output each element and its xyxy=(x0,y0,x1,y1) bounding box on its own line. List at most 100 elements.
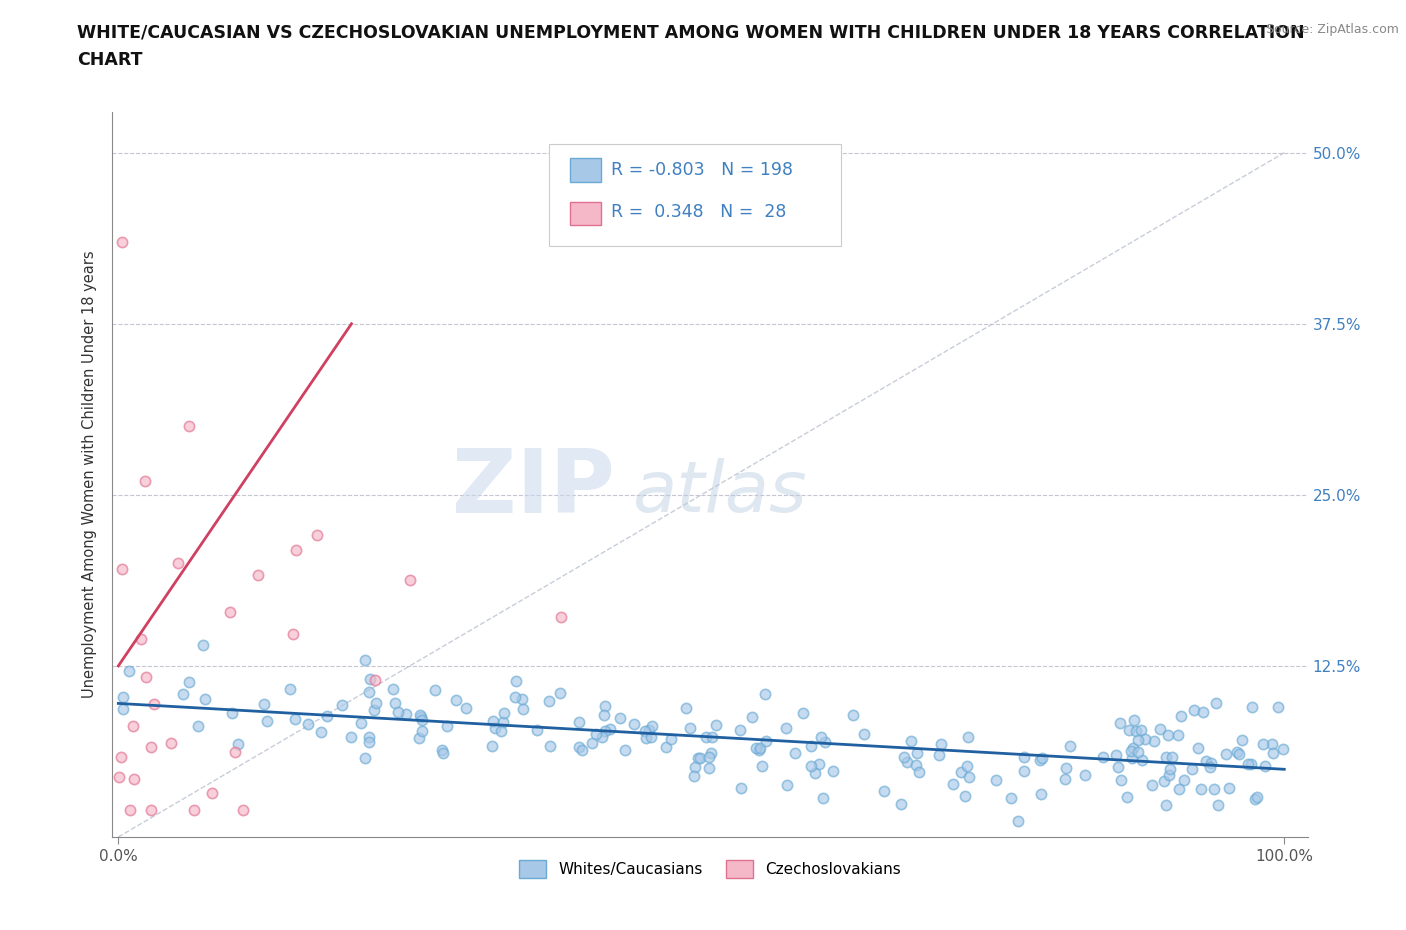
Point xyxy=(655,739,678,754)
Point xyxy=(1133,732,1156,747)
Point xyxy=(139,739,162,754)
Point xyxy=(1198,760,1220,775)
Point xyxy=(354,653,377,668)
Point xyxy=(1012,750,1035,764)
Point xyxy=(247,567,270,582)
FancyBboxPatch shape xyxy=(548,144,842,246)
Text: ZIP: ZIP xyxy=(451,445,614,532)
Point xyxy=(1167,727,1189,742)
Point xyxy=(1126,745,1149,760)
Point xyxy=(1189,781,1212,796)
Point xyxy=(111,689,134,704)
Point xyxy=(454,700,477,715)
Point xyxy=(436,719,458,734)
Point xyxy=(957,770,980,785)
Point xyxy=(745,740,768,755)
Point xyxy=(430,742,453,757)
Point xyxy=(1122,740,1144,755)
Point xyxy=(730,780,752,795)
Point xyxy=(955,789,977,804)
Point xyxy=(728,723,751,737)
Point xyxy=(492,714,515,729)
Point xyxy=(636,730,658,745)
Point xyxy=(1215,747,1237,762)
Point xyxy=(1240,699,1263,714)
Point xyxy=(135,670,157,684)
Point xyxy=(900,734,922,749)
Point xyxy=(695,730,717,745)
Point xyxy=(118,803,141,817)
Point xyxy=(800,759,823,774)
Point xyxy=(1199,755,1222,770)
Point xyxy=(813,790,835,805)
Point xyxy=(1154,750,1177,764)
Point xyxy=(359,671,381,686)
Point xyxy=(139,803,162,817)
Point xyxy=(200,786,222,801)
Point xyxy=(129,631,152,646)
Point xyxy=(591,730,613,745)
Point xyxy=(111,701,134,716)
Point xyxy=(814,735,837,750)
Point xyxy=(1237,756,1260,771)
Point xyxy=(395,707,418,722)
Point xyxy=(305,527,328,542)
Point xyxy=(1263,746,1285,761)
Point xyxy=(172,686,194,701)
Point xyxy=(221,705,243,720)
Point xyxy=(1122,712,1144,727)
Point xyxy=(512,692,534,707)
Point xyxy=(409,710,432,724)
Point xyxy=(489,724,512,738)
Point xyxy=(1143,734,1166,749)
Point xyxy=(1130,723,1153,737)
Point xyxy=(409,708,432,723)
Point xyxy=(364,672,387,687)
Point xyxy=(1105,748,1128,763)
Point xyxy=(984,773,1007,788)
Point xyxy=(1126,732,1149,747)
Point xyxy=(640,729,662,744)
Point xyxy=(1153,774,1175,789)
Point xyxy=(581,735,603,750)
Point xyxy=(568,739,591,754)
Point xyxy=(1007,814,1029,829)
Point xyxy=(638,723,661,737)
Point xyxy=(1161,750,1184,764)
FancyBboxPatch shape xyxy=(571,158,602,182)
Point xyxy=(1031,787,1053,802)
Point xyxy=(1240,757,1263,772)
Point xyxy=(1118,723,1140,737)
Point xyxy=(748,743,770,758)
Point xyxy=(357,729,380,744)
Point xyxy=(1208,798,1230,813)
Point xyxy=(683,768,706,783)
Point xyxy=(1073,768,1095,783)
Point xyxy=(411,724,433,738)
Point xyxy=(1227,747,1250,762)
Point xyxy=(585,726,607,741)
Point xyxy=(408,730,430,745)
Point xyxy=(804,765,827,780)
Point xyxy=(1187,740,1209,755)
Text: R = -0.803   N = 198: R = -0.803 N = 198 xyxy=(610,161,793,179)
Point xyxy=(1182,703,1205,718)
Point xyxy=(398,573,420,588)
Point xyxy=(751,759,773,774)
Point xyxy=(896,755,918,770)
Point xyxy=(808,757,831,772)
Point xyxy=(1092,750,1115,764)
Point xyxy=(659,732,682,747)
Point xyxy=(1029,753,1052,768)
Point xyxy=(382,682,405,697)
Point xyxy=(700,729,723,744)
Point xyxy=(623,717,645,732)
Point xyxy=(1195,753,1218,768)
Point xyxy=(1140,778,1163,793)
Point xyxy=(1226,744,1249,759)
Point xyxy=(593,724,616,739)
Point xyxy=(893,750,915,764)
Point xyxy=(956,759,979,774)
Point xyxy=(1109,772,1132,787)
Point xyxy=(609,711,631,725)
